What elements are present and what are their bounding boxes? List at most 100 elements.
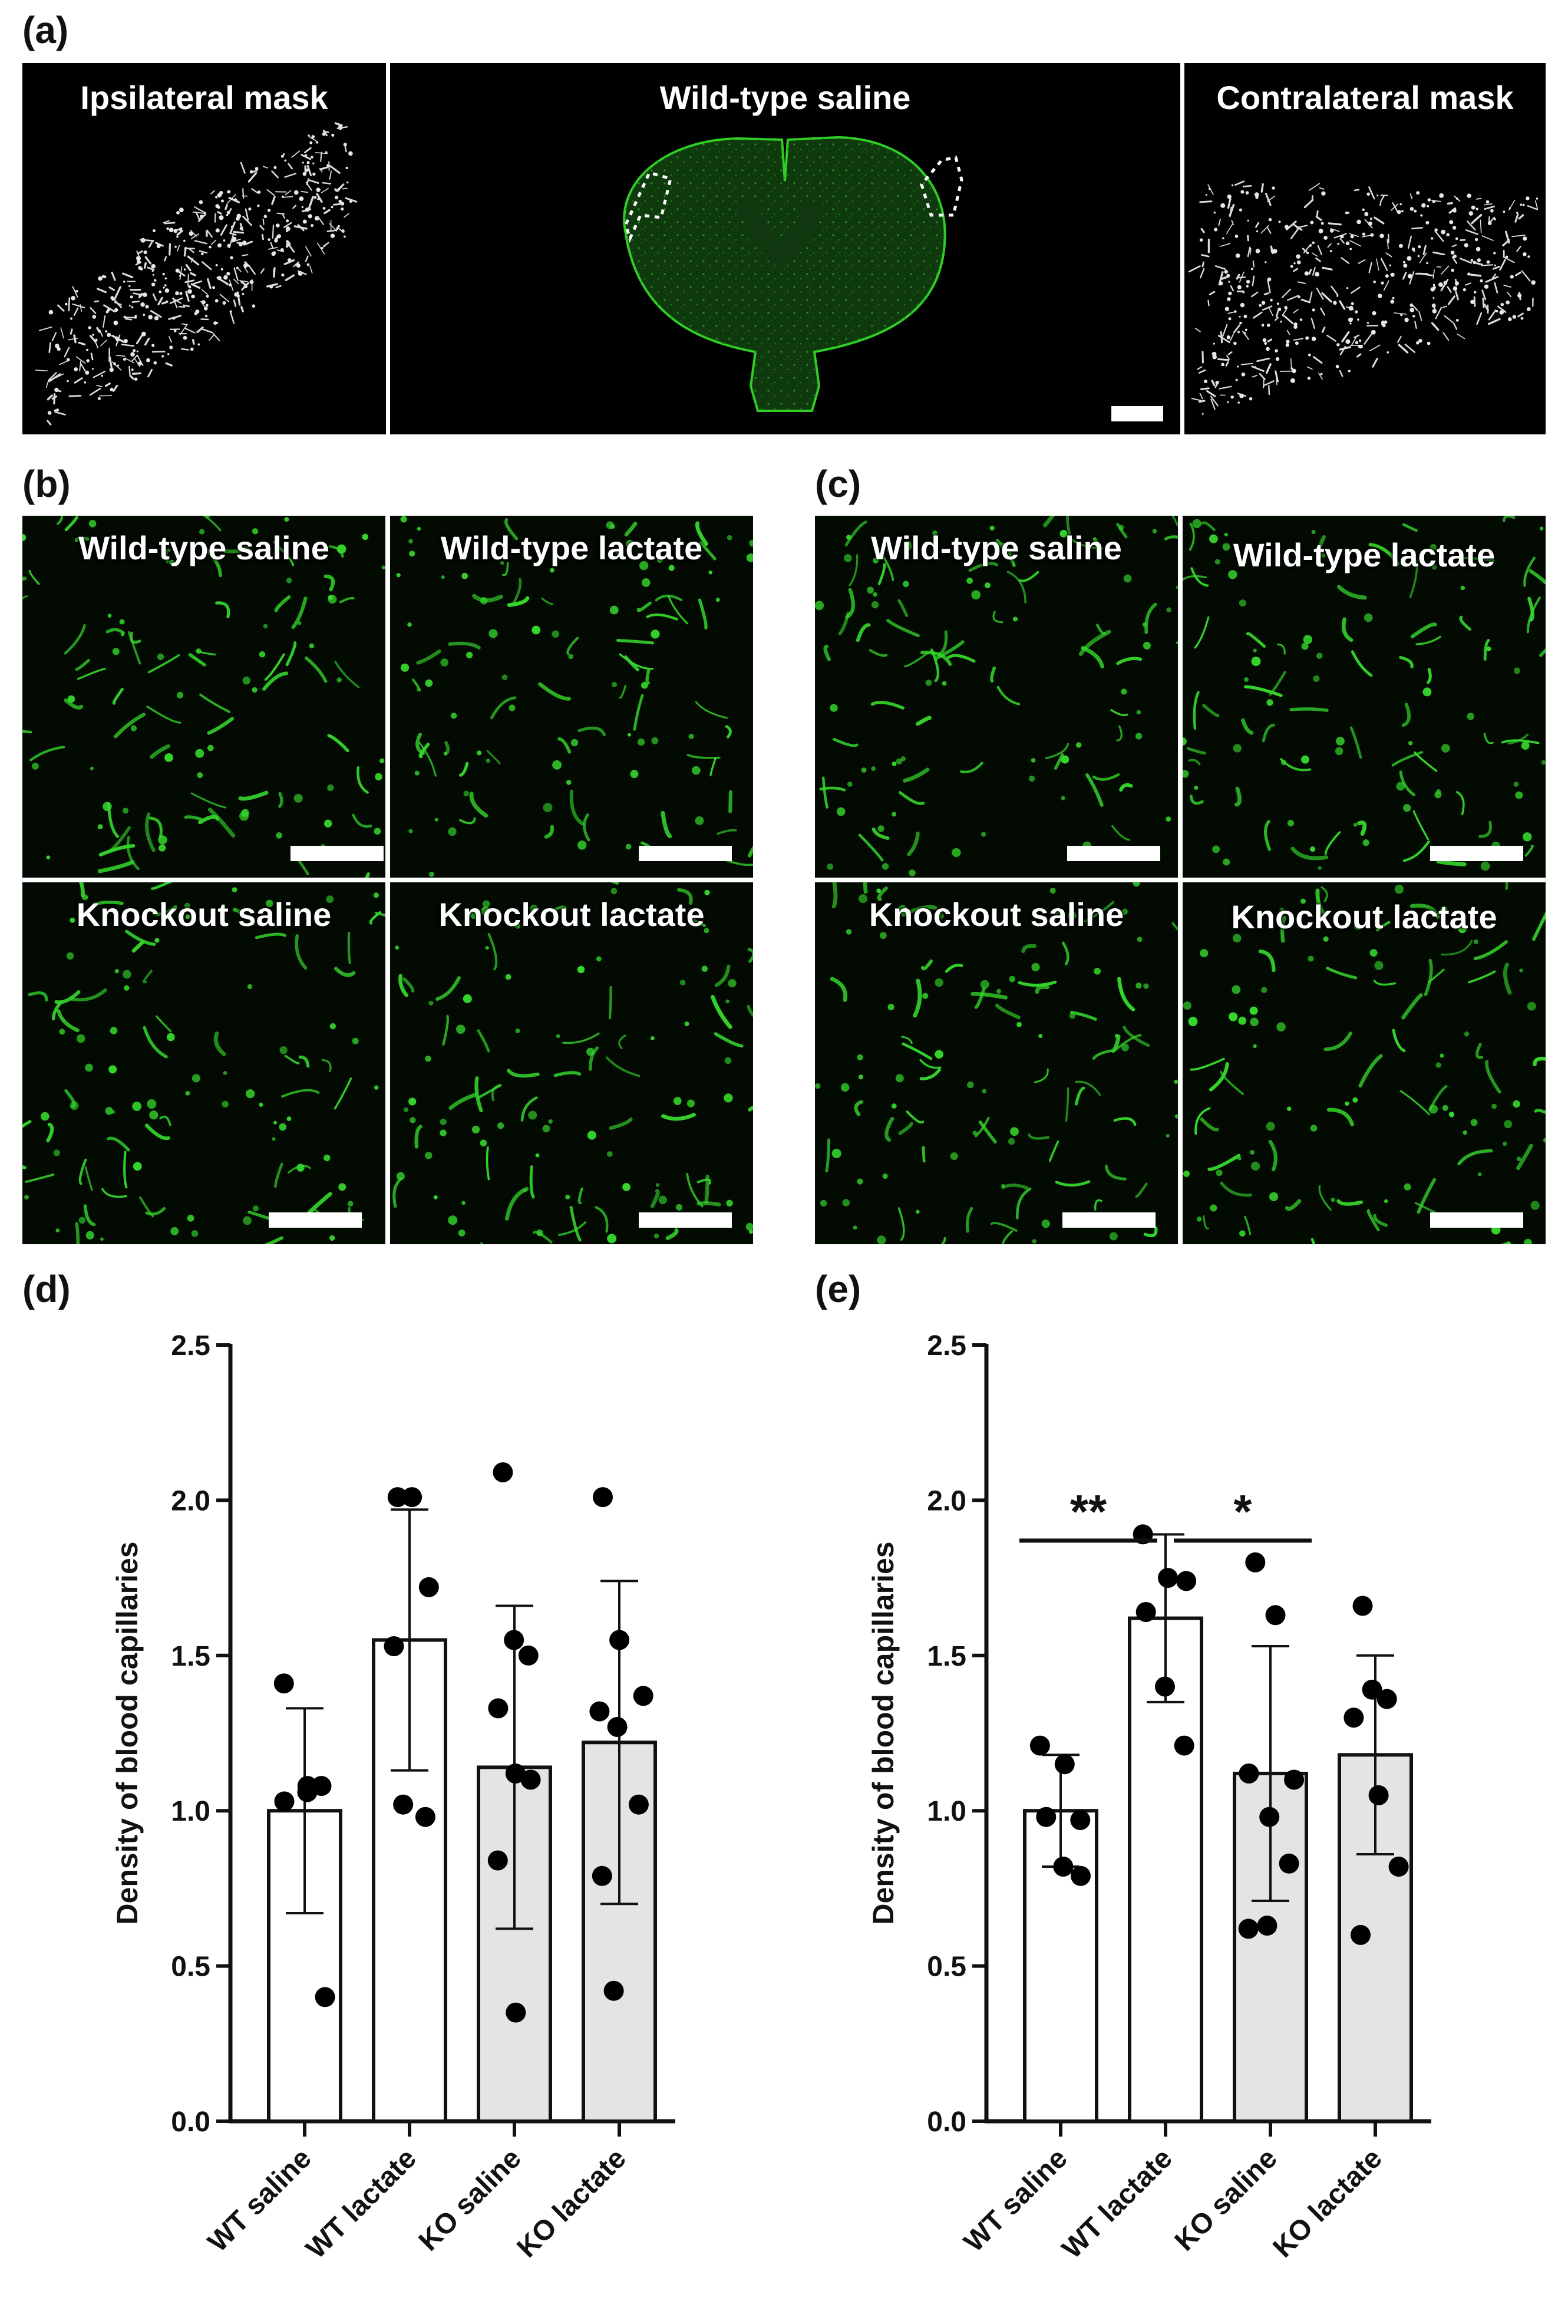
x-tick-label: WT lactate	[1057, 2142, 1179, 2264]
data-point	[1245, 1552, 1266, 1573]
significance-label: **	[1070, 1485, 1107, 1538]
scale-bar	[1430, 1212, 1523, 1228]
image-title: Wild-type saline	[659, 79, 911, 116]
data-point	[1071, 1865, 1091, 1886]
c-wild-type-lactate-image: Wild-type lactate	[1183, 516, 1546, 878]
mask-texture	[35, 122, 358, 426]
panel-label-c: (c)	[815, 463, 861, 505]
data-point	[1368, 1785, 1389, 1805]
data-point	[1351, 1924, 1371, 1945]
data-point	[393, 1794, 414, 1815]
panel-label-b: (b)	[22, 463, 71, 505]
data-point	[628, 1794, 649, 1815]
y-tick-label: 2.5	[927, 1330, 966, 1362]
data-point	[415, 1807, 435, 1827]
data-point	[402, 1487, 422, 1508]
y-tick-label: 0.5	[927, 1951, 966, 1983]
capillary-texture	[1183, 882, 1546, 1244]
image-title: Knockout saline	[76, 896, 332, 933]
data-point	[487, 1850, 508, 1871]
y-axis: 0.0 0.5 1.0 1.5 2.0 2.5	[927, 1330, 989, 2138]
x-tick-label: WT saline	[202, 2142, 318, 2258]
data-point	[1362, 1679, 1382, 1700]
data-point	[1054, 1754, 1075, 1775]
data-point	[1070, 1810, 1091, 1830]
data-point	[603, 1980, 624, 2001]
x-tick-label: KO saline	[1169, 2142, 1283, 2257]
data-point	[607, 1717, 628, 1737]
data-point	[273, 1673, 294, 1694]
data-point	[1388, 1857, 1409, 1877]
brain-section-drawing	[623, 136, 963, 412]
capillary-texture	[815, 882, 1178, 1244]
data-point	[1259, 1807, 1280, 1827]
y-axis-label: Density of blood capillaries	[867, 1541, 900, 1924]
data-point	[274, 1791, 295, 1812]
chart-d: 0.0 0.5 1.0 1.5 2.0 2.5 Density of blood capil…	[0, 1297, 784, 2324]
data-point	[633, 1686, 653, 1706]
data-point	[418, 1577, 439, 1597]
data-point	[518, 1645, 539, 1666]
y-tick-label: 1.0	[927, 1796, 966, 1827]
chart-d-svg: 0.0 0.5 1.0 1.5 2.0 2.5 Density of blood capil…	[111, 1330, 675, 2265]
image-title: Ipsilateral mask	[80, 79, 328, 116]
data-point	[1176, 1571, 1197, 1591]
image-title: Wild-type saline	[78, 529, 329, 566]
data-point	[506, 2002, 526, 2023]
image-title: Wild-type lactate	[440, 529, 703, 566]
data-point	[493, 1462, 513, 1482]
data-point	[387, 1487, 408, 1508]
data-point	[1376, 1689, 1397, 1709]
data-point	[1239, 1763, 1259, 1784]
data-point	[1279, 1853, 1299, 1874]
b-wild-type-lactate-image: Wild-type lactate	[390, 516, 753, 878]
image-title: Knockout lactate	[1231, 898, 1497, 935]
data-point	[1036, 1807, 1057, 1827]
contralateral-mask-image: Contralateral mask	[1184, 63, 1546, 434]
chart-e: 0.0 0.5 1.0 1.5 2.0 2.5 Density of blood capil…	[784, 1297, 1568, 2324]
mask-texture	[1188, 180, 1539, 415]
scale-bar	[1062, 1212, 1156, 1228]
brain-section-image: Wild-type saline	[390, 63, 1180, 434]
scale-bar	[639, 846, 732, 861]
data-point	[593, 1487, 613, 1508]
scale-bar	[1430, 846, 1523, 861]
y-tick-label: 1.0	[171, 1796, 210, 1827]
y-tick-label: 0.5	[171, 1951, 210, 1983]
data-point	[504, 1630, 524, 1650]
data-point	[384, 1636, 404, 1656]
y-tick-label: 2.5	[171, 1330, 210, 1362]
data-point	[1174, 1735, 1194, 1756]
data-point	[1238, 1918, 1259, 1939]
data-point	[315, 1987, 335, 2007]
x-tick-label: KO lactate	[511, 2142, 632, 2263]
b-knockout-saline-image: Knockout saline	[22, 882, 385, 1244]
data-point	[1284, 1769, 1305, 1790]
b-knockout-lactate-image: Knockout lactate	[390, 882, 753, 1244]
data-point	[592, 1865, 612, 1886]
panel-label-d: (d)	[22, 1268, 71, 1310]
x-tick-label: KO saline	[413, 2142, 527, 2257]
y-axis: 0.0 0.5 1.0 1.5 2.0 2.5	[171, 1330, 233, 2138]
x-tick-label: WT saline	[958, 2142, 1074, 2258]
y-tick-label: 1.5	[171, 1641, 210, 1672]
y-axis-label: Density of blood capillaries	[111, 1541, 144, 1924]
scale-bar	[269, 1212, 362, 1228]
scale-bar	[1067, 846, 1160, 861]
image-title: Wild-type saline	[871, 529, 1122, 566]
y-tick-label: 0.0	[927, 2107, 966, 2138]
c-knockout-lactate-image: Knockout lactate	[1183, 882, 1546, 1244]
image-title: Wild-type lactate	[1233, 536, 1496, 573]
data-point	[1265, 1605, 1286, 1626]
c-wild-type-saline-image: Wild-type saline	[815, 516, 1178, 878]
data-point	[1257, 1916, 1277, 1936]
y-tick-label: 2.0	[171, 1485, 210, 1517]
data-point	[1158, 1568, 1178, 1588]
y-tick-label: 0.0	[171, 2107, 210, 2138]
x-tick-label: KO lactate	[1267, 2142, 1388, 2263]
ipsilateral-mask-image: Ipsilateral mask	[22, 63, 386, 434]
panel-label-e: (e)	[815, 1268, 861, 1310]
data-point	[1029, 1735, 1050, 1756]
capillary-texture	[22, 516, 385, 878]
data-point	[505, 1763, 526, 1784]
